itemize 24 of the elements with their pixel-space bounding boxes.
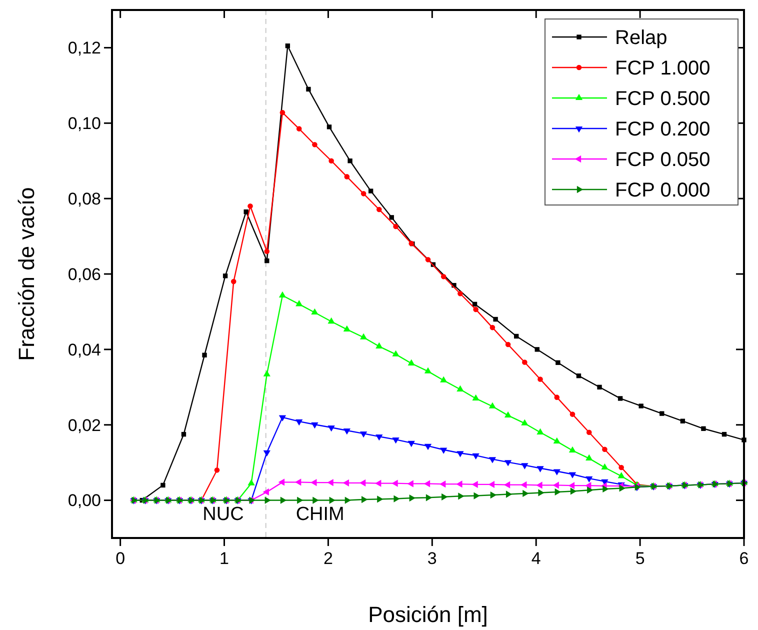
legend-label: FCP 0.500 (615, 88, 710, 110)
x-tick-label: 6 (739, 549, 749, 568)
legend-label: FCP 0.050 (615, 149, 710, 171)
y-tick-label: 0,06 (68, 264, 101, 284)
annotation: NUC (202, 504, 244, 525)
legend-label: Relap (615, 27, 668, 49)
legend-label: FCP 0.000 (615, 180, 710, 202)
y-tick-label: 0,10 (68, 114, 101, 134)
x-axis-title: Posición [m] (368, 602, 488, 627)
legend-label: FCP 1.000 (615, 58, 710, 80)
x-tick-label: 5 (635, 549, 645, 568)
annotation: CHIM (296, 504, 344, 525)
y-axis-title: Fracción de vacío (14, 187, 39, 361)
y-tick-label: 0,00 (68, 491, 101, 510)
x-tick-label: 3 (427, 549, 437, 568)
x-tick-label: 2 (323, 549, 333, 568)
x-tick-label: 4 (531, 549, 541, 568)
y-tick-label: 0,08 (68, 190, 101, 209)
y-tick-label: 0,02 (68, 416, 101, 435)
x-tick-label: 1 (220, 549, 229, 568)
legend-label: FCP 0.200 (615, 118, 710, 140)
y-tick-label: 0,12 (68, 38, 101, 58)
x-tick-label: 0 (116, 549, 126, 568)
y-tick-label: 0,04 (68, 340, 101, 360)
